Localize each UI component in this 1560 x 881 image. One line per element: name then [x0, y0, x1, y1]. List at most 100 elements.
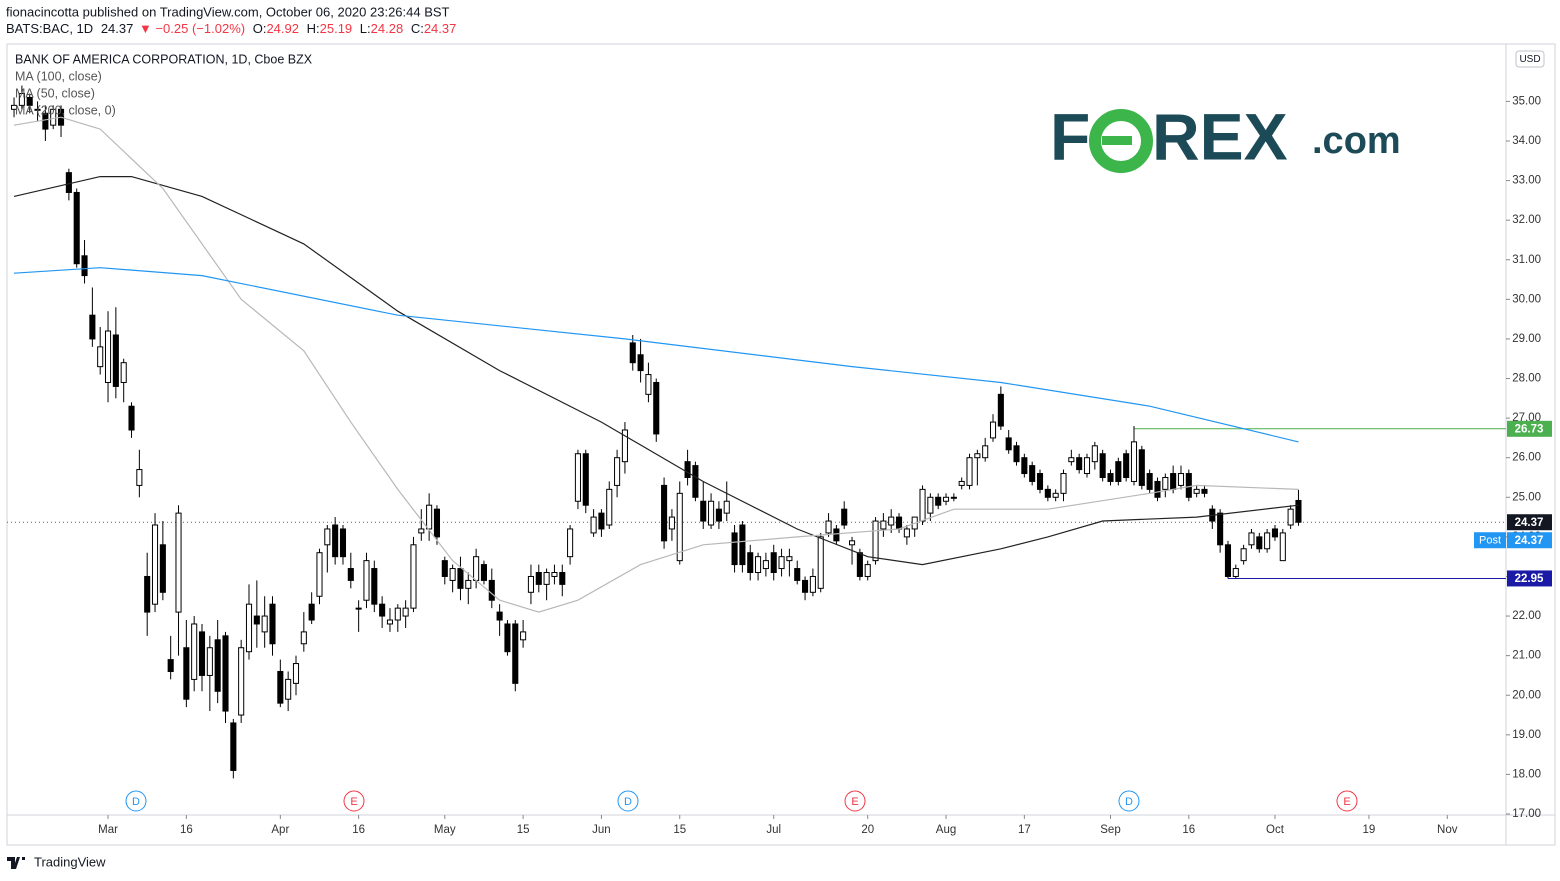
x-tick-label: 17 — [1018, 824, 1031, 836]
logo-text: REX — [1152, 99, 1288, 173]
candle-body — [394, 607, 401, 621]
candle-body — [1029, 465, 1036, 482]
x-tick-label: Mar — [98, 824, 118, 836]
y-tick-label: 21.00 — [1512, 650, 1541, 662]
forex-logo: F REX .com — [1028, 92, 1425, 180]
candle-body — [175, 512, 182, 613]
ma-line — [13, 116, 1299, 613]
y-tick-label: 26.00 — [1512, 452, 1541, 464]
candle-body — [1107, 473, 1114, 482]
x-tick-label: Nov — [1437, 824, 1458, 836]
candle-body — [1154, 480, 1161, 498]
candle-body — [590, 516, 597, 534]
candle-body — [543, 572, 550, 585]
candle-body — [512, 623, 519, 684]
candle-body — [700, 500, 707, 522]
currency: USD — [1519, 54, 1540, 65]
price-change: ▼ −0.25 (−1.02%) — [139, 21, 245, 36]
event-label: D — [132, 796, 140, 808]
candle-body — [261, 615, 268, 633]
candle-body — [535, 572, 542, 585]
logo-o-bar — [1102, 136, 1132, 145]
y-tick-label: 19.00 — [1512, 729, 1541, 741]
candle-body — [144, 575, 151, 613]
y-tick-label: 18.00 — [1512, 768, 1541, 780]
candle-body — [1170, 473, 1177, 490]
candle-body — [997, 393, 1004, 427]
candle-body — [1287, 508, 1294, 526]
candle-body — [833, 528, 840, 542]
candle-body — [1013, 445, 1020, 463]
candle-body — [668, 516, 675, 530]
candle-body — [433, 508, 441, 538]
candle-body — [410, 544, 417, 609]
candle-body — [151, 524, 159, 605]
x-tick-label: 16 — [352, 824, 365, 836]
candle-body — [1177, 473, 1185, 486]
candle-body — [1217, 512, 1224, 546]
candle-body — [1271, 528, 1279, 538]
event-marker — [617, 790, 639, 812]
candle-body — [104, 330, 112, 383]
candle-body — [1201, 488, 1208, 494]
legend-entry: MA (50, close) — [15, 86, 95, 100]
quote-value: 24.37 — [424, 21, 457, 36]
candle-body — [371, 568, 378, 605]
legend-entry: MA (100, close) — [15, 69, 102, 83]
currency-box[interactable] — [1515, 50, 1545, 68]
candle-body — [841, 508, 848, 526]
candle-body — [50, 108, 57, 126]
quote-value: 25.19 — [320, 21, 353, 36]
event-label: D — [624, 796, 632, 808]
chart-frame — [6, 43, 1556, 846]
candle-body — [191, 623, 198, 680]
candle-body — [1005, 437, 1012, 451]
candle-body — [18, 92, 25, 106]
x-tick-label: May — [434, 824, 456, 836]
candle-body — [559, 572, 566, 585]
candle-body — [966, 457, 973, 486]
candle-body — [786, 556, 793, 562]
candle-body — [34, 108, 41, 111]
candle-body — [739, 524, 746, 566]
candle-body — [849, 540, 856, 546]
candle-body — [574, 453, 581, 502]
candle-body — [770, 552, 777, 574]
candle-body — [426, 504, 433, 530]
publish-line: fionacincotta published on TradingView.c… — [6, 4, 450, 19]
candle-body — [692, 465, 699, 498]
candle-body — [81, 255, 88, 277]
candle-body — [136, 469, 143, 486]
candle-body — [1091, 445, 1098, 463]
candle-body — [339, 528, 347, 558]
candle-body — [1115, 461, 1122, 482]
candle-body — [1162, 476, 1169, 490]
event-marker — [343, 790, 365, 812]
candle-body — [324, 528, 331, 546]
x-tick-label: Aug — [936, 824, 956, 836]
candle-body — [441, 560, 448, 577]
price-label-box — [1507, 532, 1552, 549]
quote-line: BATS:BAC, 1D 24.37 ▼ −0.25 (−1.02%) O:24… — [6, 21, 456, 36]
quote-value: 24.28 — [371, 21, 404, 36]
candle-body — [1146, 473, 1153, 490]
event-label: D — [1125, 796, 1133, 808]
candle-body — [332, 524, 339, 558]
candle-body — [206, 647, 213, 676]
candle-body — [355, 607, 362, 610]
candle-body — [1052, 492, 1059, 498]
candle-body — [1232, 568, 1239, 577]
x-tick-label: 19 — [1363, 824, 1376, 836]
candle-body — [1060, 473, 1067, 494]
x-tick-label: Jun — [592, 824, 611, 836]
candle-body — [661, 484, 668, 542]
price-label-tag — [1474, 532, 1506, 549]
candle-body — [684, 461, 691, 478]
candle-body — [128, 405, 135, 431]
candle-body — [637, 354, 644, 372]
y-tick-label: 34.00 — [1512, 135, 1541, 147]
y-tick-label: 35.00 — [1512, 95, 1541, 107]
quote-label: C: — [411, 21, 424, 36]
candle-body — [504, 623, 511, 653]
